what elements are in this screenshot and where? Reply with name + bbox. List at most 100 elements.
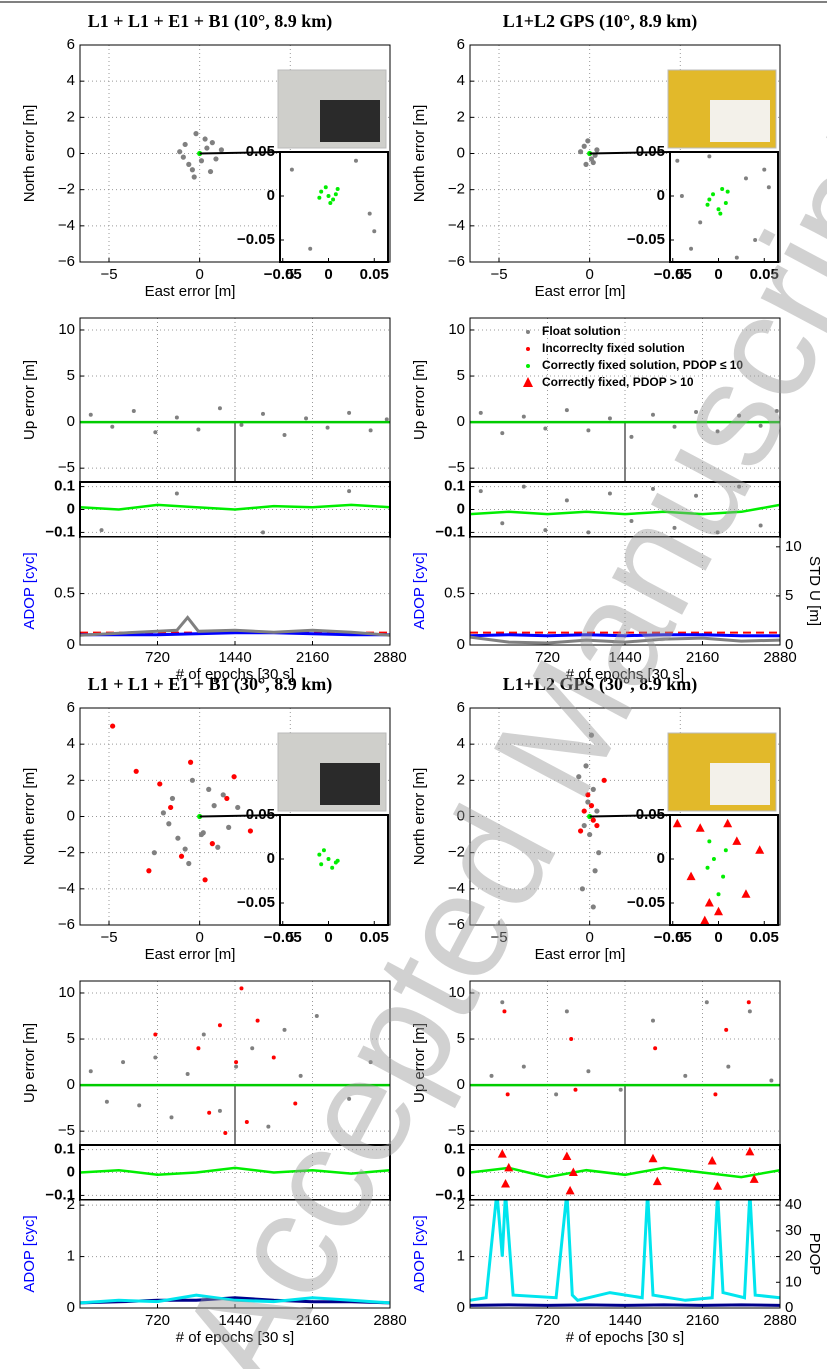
point [207, 1110, 212, 1115]
point [718, 211, 723, 216]
receiver-photo-detail [710, 763, 770, 805]
y-tick-label: 0 [67, 636, 75, 653]
point [594, 822, 600, 829]
point [282, 1027, 287, 1032]
data-layer [317, 848, 340, 870]
y-tick-label: 0 [657, 187, 665, 204]
series-line [80, 615, 390, 637]
point [239, 986, 244, 991]
plot-area [470, 537, 780, 645]
point [596, 850, 602, 856]
legend-label: Float solution [542, 324, 621, 338]
point [153, 430, 158, 435]
x-tick-label: 2160 [296, 649, 329, 666]
point [213, 156, 219, 162]
subplot: −0.1 0 0.1 [435, 1141, 781, 1203]
triangle-point [700, 915, 710, 925]
y-axis-label: Up error [m] [21, 360, 38, 440]
point [260, 530, 265, 535]
point [583, 161, 589, 167]
y-tick-label: 0 [457, 413, 465, 430]
point [209, 140, 215, 146]
y-tick-label: 0 [457, 500, 465, 517]
data-layer [289, 158, 377, 251]
point [698, 220, 703, 225]
point [554, 1092, 559, 1097]
x-tick-label: −0.05 [654, 266, 692, 283]
triangle-point [504, 1162, 514, 1172]
data-layer [470, 1200, 780, 1307]
data-layer [470, 408, 780, 439]
triangle-point [562, 1151, 572, 1160]
point [577, 828, 584, 834]
legend-marker [526, 347, 530, 351]
point [694, 493, 699, 498]
series-line [80, 503, 390, 511]
y-tick-label: 0.05 [246, 806, 275, 823]
data-layer [470, 1146, 780, 1195]
point [707, 839, 712, 844]
series-line [80, 1293, 390, 1305]
y-tick-label: 2 [457, 1196, 465, 1213]
legend-label: Incorreclty fixed solution [542, 341, 685, 355]
x-axis-label: # of epochs [30 s] [566, 1329, 684, 1346]
y-tick-label: −5 [58, 1122, 75, 1139]
point [326, 857, 331, 861]
chart-title: L1+L2 GPS (30°, 8.9 km) [503, 674, 697, 695]
point [314, 1014, 319, 1019]
y-tick-label: 4 [67, 72, 75, 89]
y-tick-label: 6 [67, 36, 75, 53]
point [220, 792, 226, 798]
x-tick-label: 2160 [686, 649, 719, 666]
triangle-point [732, 836, 742, 845]
x-tick-label: 0 [195, 266, 203, 283]
series-line [80, 631, 390, 637]
point [157, 781, 163, 787]
point [683, 1073, 688, 1078]
x-tick-label: 0.05 [360, 929, 389, 946]
inset-connector [589, 814, 671, 818]
triangle-point [686, 871, 696, 881]
x-tick-label: 1440 [608, 649, 641, 666]
y-tick-label: 0.1 [444, 478, 465, 495]
y-tick-label: 0 [457, 807, 465, 824]
point [653, 1046, 658, 1051]
point [218, 147, 225, 153]
point [180, 154, 186, 160]
point [707, 154, 712, 159]
y-tick-label: 0 [457, 1299, 465, 1316]
x-tick-label: 5 [676, 266, 684, 283]
x-tick-label: −0.05 [264, 266, 302, 283]
point [260, 411, 265, 416]
point [99, 528, 104, 533]
point [505, 1092, 510, 1097]
y-tick-label: 0 [457, 1076, 465, 1093]
point [335, 186, 340, 191]
point [588, 732, 595, 738]
point [723, 848, 728, 853]
y-tick-label: 0 [67, 1076, 75, 1093]
point [500, 431, 505, 436]
x-axis-label: # of epochs [30 s] [176, 666, 294, 683]
y-tick-label: 5 [67, 1030, 75, 1047]
point [737, 484, 742, 489]
x-tick-label: 5 [286, 929, 294, 946]
x-tick-label: 1440 [218, 1312, 251, 1329]
point [367, 211, 372, 216]
point [235, 804, 241, 811]
point [209, 841, 215, 847]
point [189, 777, 195, 783]
x-axis-label: # of epochs [30 s] [566, 666, 684, 683]
point [592, 868, 598, 874]
data-layer [672, 818, 765, 925]
triangle-point [704, 898, 714, 907]
subplot: −0.05 0 0.05 −0.05 0 0.05 [237, 143, 389, 283]
x-tick-label: 2880 [373, 649, 406, 666]
frame [469, 707, 781, 926]
y2-tick-label: 40 [785, 1196, 802, 1213]
point [726, 1064, 731, 1069]
plot-area [470, 482, 780, 537]
y-tick-label: −2 [58, 181, 75, 198]
series-line [470, 1303, 780, 1307]
y-tick-label: −0.05 [237, 231, 275, 248]
